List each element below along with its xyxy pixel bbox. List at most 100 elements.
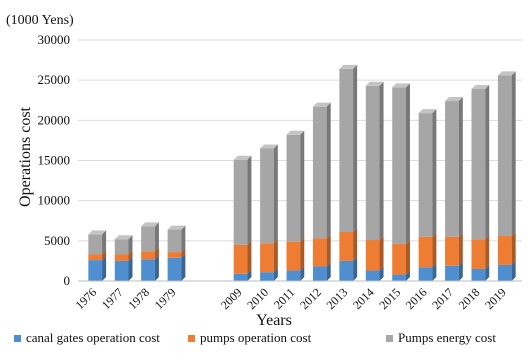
- y-tick-label: 0: [64, 273, 71, 288]
- bar-segment-side: [247, 269, 252, 281]
- bar-segment: [233, 273, 248, 281]
- bar-segment: [392, 244, 406, 275]
- bar-segment: [260, 148, 274, 244]
- bar-stack: [286, 130, 305, 281]
- bar-top-face: [286, 130, 305, 135]
- bar-segment: [141, 259, 155, 281]
- bar-top-face: [497, 71, 516, 76]
- bar-segment-side: [154, 222, 159, 252]
- x-tick-label: 2016: [403, 285, 430, 312]
- bar-segment-side: [432, 109, 437, 237]
- x-axis-title: Years: [256, 312, 292, 329]
- bar-segment: [445, 101, 459, 237]
- bar-top-face: [260, 144, 278, 149]
- bar-segment: [392, 274, 406, 281]
- bar-top-face: [471, 85, 490, 90]
- y-tick-label: 10000: [38, 193, 71, 208]
- bar-top-face: [233, 155, 252, 160]
- bar-segment-side: [405, 83, 410, 245]
- bar-segment: [167, 252, 182, 258]
- bar-segment: [339, 68, 354, 232]
- bar-segment-side: [485, 85, 490, 240]
- bar-stack: [114, 235, 133, 281]
- bar-segment: [339, 231, 354, 261]
- bar-segment: [114, 260, 129, 281]
- legend-swatch: [188, 335, 195, 342]
- bar-top-face: [88, 230, 107, 235]
- bar-segment: [286, 270, 301, 281]
- bar-top-face: [141, 222, 159, 227]
- x-tick-label: 1978: [125, 285, 152, 312]
- bar-top-face: [312, 102, 331, 107]
- bar-stack: [365, 81, 384, 281]
- bar-top-face: [114, 235, 133, 240]
- bar-segment: [88, 234, 103, 255]
- bar-segment-side: [273, 144, 278, 244]
- bar-segment-side: [405, 270, 410, 281]
- bar-segment-side: [458, 232, 463, 266]
- bar-segment: [286, 241, 301, 271]
- x-tick-label: 1976: [72, 285, 99, 312]
- bar-stack: [445, 97, 463, 281]
- bars: [88, 64, 516, 281]
- bar-segment: [445, 236, 459, 266]
- bar-segment-side: [102, 256, 107, 281]
- bar-segment: [365, 85, 380, 241]
- bar-segment: [88, 254, 103, 261]
- x-tick-label: 2015: [376, 285, 403, 312]
- bar-segment: [312, 266, 327, 281]
- bar-segment: [471, 239, 486, 269]
- bar-segment-side: [181, 253, 186, 281]
- bar-segment-side: [300, 130, 305, 242]
- bar-segment-side: [128, 256, 133, 281]
- bar-segment-side: [102, 230, 107, 255]
- bar-segment-side: [458, 97, 463, 237]
- x-tick-label: 1979: [152, 285, 179, 312]
- unit-label: (1000 Yens): [6, 13, 74, 28]
- bar-segment: [260, 272, 274, 281]
- bar-segment-side: [326, 234, 331, 267]
- bar-stack: [471, 85, 490, 281]
- bar-top-face: [167, 225, 186, 230]
- bar-segment: [497, 75, 512, 237]
- bar-segment-side: [432, 232, 437, 268]
- bar-segment: [141, 251, 155, 260]
- bar-segment: [114, 239, 129, 255]
- bar-segment-side: [154, 255, 159, 281]
- x-tick-label: 2010: [244, 285, 271, 312]
- y-tick-label: 15000: [38, 153, 71, 168]
- bar-top-face: [418, 109, 437, 114]
- bar-segment-side: [511, 232, 516, 265]
- bar-segment-side: [181, 225, 186, 253]
- bar-segment-side: [379, 266, 384, 281]
- legend-item: canal gates operation cost: [14, 330, 160, 345]
- bar-segment-side: [458, 261, 463, 281]
- bar-segment: [392, 87, 406, 245]
- bar-stack: [260, 144, 278, 281]
- bar-segment-side: [128, 235, 133, 255]
- bar-segment: [167, 229, 182, 253]
- legend-swatch: [14, 335, 21, 342]
- bar-stack: [497, 71, 516, 281]
- x-tick-label: 2014: [350, 285, 377, 312]
- bar-segment-side: [300, 237, 305, 271]
- x-tick-label: 2012: [297, 285, 324, 312]
- bar-segment: [312, 238, 327, 267]
- bar-segment: [312, 106, 327, 239]
- bar-stack: [233, 155, 252, 281]
- bar-segment: [418, 236, 433, 268]
- legend-label: canal gates operation cost: [26, 330, 160, 345]
- bar-segment: [471, 268, 486, 281]
- bar-segment-side: [181, 248, 186, 258]
- bar-segment: [233, 244, 248, 274]
- x-tick-label: 2011: [271, 285, 298, 312]
- x-tick-label: 2017: [429, 285, 456, 312]
- bar-segment-side: [511, 260, 516, 281]
- bar-segment-side: [326, 102, 331, 239]
- bar-segment-side: [247, 240, 252, 274]
- bar-segment: [339, 260, 354, 281]
- bar-segment-side: [154, 247, 159, 260]
- bar-segment-side: [353, 64, 358, 232]
- x-tick-label: 2019: [482, 285, 509, 312]
- x-tick-label: 2009: [218, 285, 245, 312]
